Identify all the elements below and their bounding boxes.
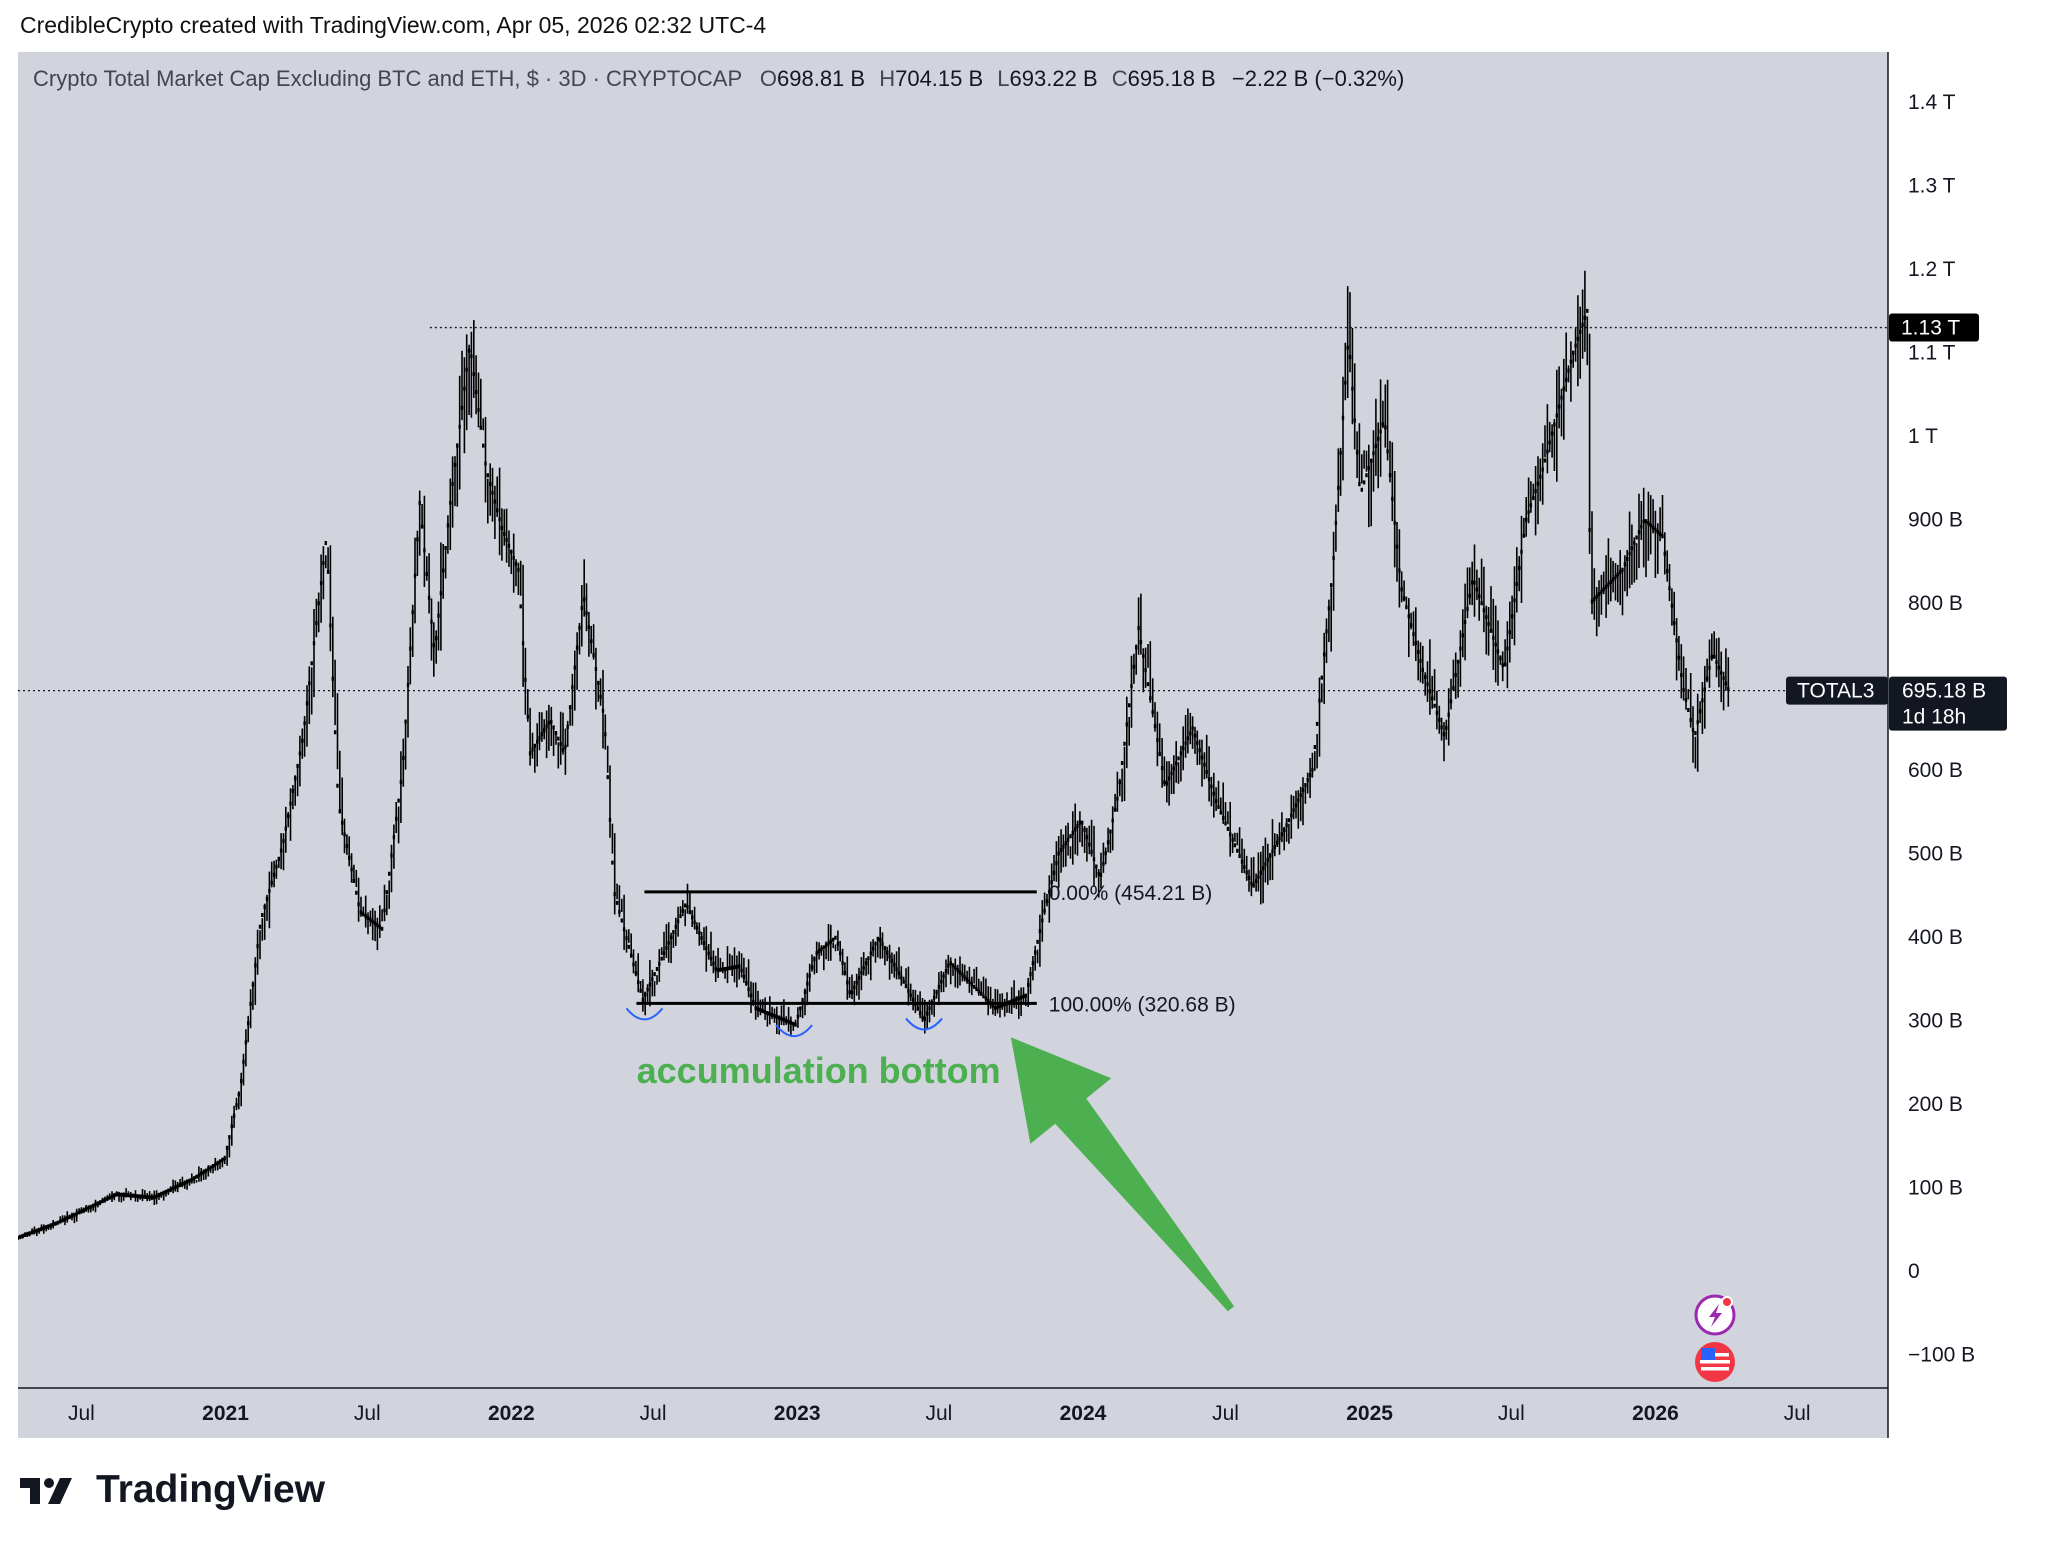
- y-tick-label: 500 B: [1908, 843, 1963, 866]
- x-tick-label: 2025: [1346, 1402, 1393, 1425]
- y-tick-label: 1.3 T: [1908, 175, 1956, 198]
- x-tick-label: Jul: [925, 1402, 952, 1425]
- x-tick-label: Jul: [1498, 1402, 1525, 1425]
- y-tick-label: 900 B: [1908, 509, 1963, 532]
- legend-open-value: 698.81 B: [777, 66, 865, 91]
- x-tick-label: Jul: [640, 1402, 667, 1425]
- alert-icon[interactable]: [1694, 1294, 1736, 1336]
- page-header-caption: CredibleCrypto created with TradingView.…: [20, 12, 767, 38]
- y-tick-label: 300 B: [1908, 1010, 1963, 1033]
- x-tick-label: Jul: [68, 1402, 95, 1425]
- y-tick-label: −100 B: [1908, 1344, 1975, 1367]
- candles: [18, 270, 1730, 1240]
- legend-low-value: 693.22 B: [1010, 66, 1098, 91]
- legend-change: −2.22 B (−0.32%): [1232, 66, 1404, 91]
- green-arrow: [1010, 1037, 1235, 1312]
- legend-high-label: H: [879, 66, 895, 91]
- x-tick-label: Jul: [1212, 1402, 1239, 1425]
- y-tick-label: 1.2 T: [1908, 258, 1956, 281]
- plot-background[interactable]: [18, 52, 1888, 1438]
- current-price-label: 695.18 B: [1902, 680, 1986, 703]
- fib-top-label: 0.00% (454.21 B): [1049, 882, 1212, 905]
- legend-line: Crypto Total Market Cap Excluding BTC an…: [33, 66, 1404, 91]
- legend-high-value: 704.15 B: [895, 66, 983, 91]
- us-flag-icon[interactable]: [1695, 1342, 1735, 1382]
- y-tick-label: 200 B: [1908, 1093, 1963, 1116]
- x-tick-label: 2026: [1632, 1402, 1679, 1425]
- chart-svg[interactable]: −100 B 0 100 B 200 B 300 B 400 B 500 B 600 B 800…: [18, 52, 2030, 1438]
- annotation-lines: [18, 326, 1888, 692]
- candle-bodies: [18, 308, 1730, 1240]
- chart-container[interactable]: −100 B 0 100 B 200 B 300 B 400 B 500 B 600 B 800…: [18, 52, 2030, 1438]
- y-tick-label: 800 B: [1908, 592, 1963, 615]
- y-tick-label: 1.1 T: [1908, 342, 1956, 365]
- time-axis[interactable]: Jul 2021 Jul 2022 Jul 2023 Jul 2024 Jul 2025 Jul 20…: [68, 1402, 1811, 1425]
- legend-close-label: C: [1112, 66, 1128, 91]
- bottom-mark: [775, 1024, 813, 1038]
- legend-close-value: 695.18 B: [1128, 66, 1216, 91]
- drawings: [625, 890, 1235, 1312]
- y-tick-label: 100 B: [1908, 1177, 1963, 1200]
- tradingview-logo[interactable]: TradingView: [20, 1468, 325, 1512]
- accumulation-note: accumulation bottom: [637, 1050, 1001, 1091]
- y-tick-label: 0: [1908, 1260, 1920, 1283]
- tradingview-logo-icon: [20, 1478, 72, 1504]
- resistance-price-tag: 1.13 T: [1889, 313, 1979, 342]
- legend-open-label: O: [760, 66, 777, 91]
- y-tick-label: 1 T: [1908, 425, 1938, 448]
- tradingview-wordmark: TradingView: [96, 1468, 326, 1511]
- y-tick-label: 600 B: [1908, 759, 1963, 782]
- x-tick-label: 2022: [488, 1402, 535, 1425]
- fib-bottom-label: 100.00% (320.68 B): [1049, 993, 1236, 1016]
- y-tick-label: 400 B: [1908, 926, 1963, 949]
- axis-corner: [1889, 1389, 2030, 1438]
- x-tick-label: 2021: [202, 1402, 249, 1425]
- y-tick-label: 1.4 T: [1908, 91, 1956, 114]
- resistance-price-label: 1.13 T: [1901, 317, 1960, 340]
- countdown-label: 1d 18h: [1902, 706, 1966, 729]
- ticker-label: TOTAL3: [1797, 680, 1874, 703]
- bottom-mark: [625, 1007, 664, 1021]
- price-axis[interactable]: −100 B 0 100 B 200 B 300 B 400 B 500 B 600 B 800…: [1908, 91, 1975, 1367]
- current-price-tag: TOTAL3 695.18 B 1d 18h: [1786, 676, 2007, 731]
- x-tick-label: 2023: [774, 1402, 821, 1425]
- bottom-mark: [905, 1017, 943, 1031]
- x-tick-label: 2024: [1060, 1402, 1107, 1425]
- x-tick-label: Jul: [354, 1402, 381, 1425]
- legend-low-label: L: [997, 66, 1009, 91]
- x-tick-label: Jul: [1784, 1402, 1811, 1425]
- legend-symbol: Crypto Total Market Cap Excluding BTC an…: [33, 66, 742, 91]
